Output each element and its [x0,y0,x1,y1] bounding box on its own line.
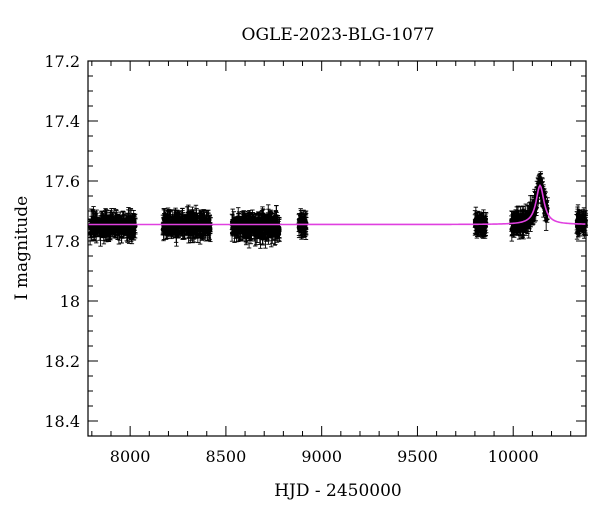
data-point [529,208,534,213]
data-point [229,231,235,236]
data-point [161,226,167,231]
data-point [269,232,274,237]
data-point [100,224,106,229]
data-point [89,229,94,234]
data-point [511,223,516,228]
y-tick-label: 18.4 [44,412,80,431]
data-point [240,217,245,222]
data-point [275,224,280,230]
y-tick-label: 17.4 [44,112,80,131]
y-tick-label: 17.6 [44,172,80,191]
data-point [296,217,301,222]
data-point [195,228,200,233]
data-point [177,224,182,229]
data-point [255,228,260,233]
data-point [266,228,272,233]
x-axis-label: HJD - 2450000 [274,481,402,501]
data-point [577,219,582,224]
y-tick-label: 17.2 [44,52,80,71]
data-point [198,232,203,237]
y-tick-label: 18 [60,292,80,311]
data-point [121,226,126,231]
data-point [199,220,204,225]
y-tick-label: 17.8 [44,232,80,251]
data-point [173,217,178,222]
data-point [249,228,254,233]
data-point [574,224,580,229]
data-point [273,219,278,224]
x-tick-label: 9000 [301,447,342,466]
model-curve-layer [88,183,587,226]
data-point [184,227,189,232]
data-point [299,226,304,231]
y-axis-label: I magnitude [12,196,32,300]
data-point [131,226,136,231]
data-point [96,225,101,230]
data-point [91,215,96,221]
x-tick-label: 10000 [488,447,539,466]
data-point [260,232,265,237]
axis-ticks-layer: 8000 8500 9000 9500 10000 17.2 17.4 17.6 17.8 18 1… [44,52,586,466]
x-tick-label: 9500 [397,447,438,466]
plot-frame [87,60,587,437]
data-point [525,220,530,225]
x-tick-label: 8500 [206,447,247,466]
chart-title: OGLE-2023-BLG-1077 [242,25,435,45]
data-point [231,226,237,231]
x-tick-label: 8000 [110,447,151,466]
model-curve [88,183,587,226]
data-point [479,224,485,229]
data-point [258,235,263,240]
y-tick-label: 18.2 [44,352,80,371]
data-point [246,225,251,231]
data-point [234,231,239,236]
data-point [180,219,186,224]
data-point [520,215,526,220]
data-point [165,218,171,223]
